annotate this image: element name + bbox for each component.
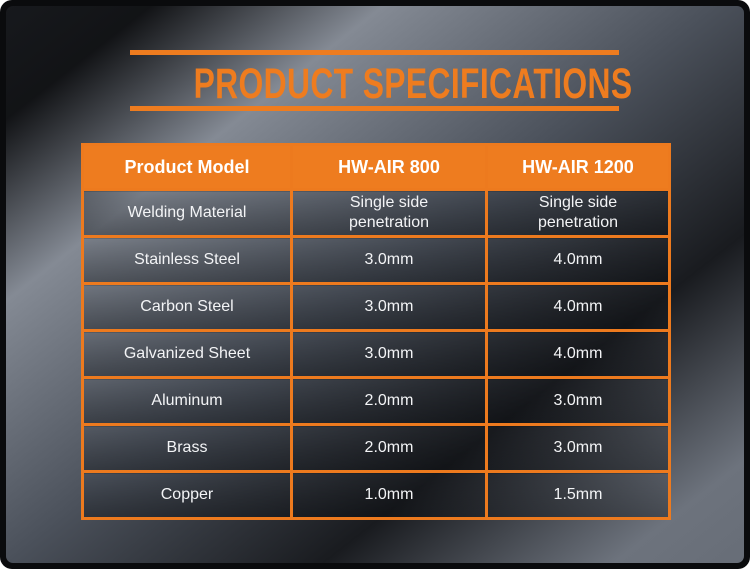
spec-value-cell: Single side penetration	[290, 188, 488, 238]
spec-value-cell: 4.0mm	[485, 282, 671, 332]
spec-value-cell: 3.0mm	[290, 329, 488, 379]
table-row: Welding Material Single side penetration…	[81, 188, 671, 238]
spec-table: Product Model HW-AIR 800 HW-AIR 1200 Wel…	[81, 143, 671, 520]
spec-value-cell: 1.5mm	[485, 470, 671, 520]
spec-value-cell: Single side penetration	[485, 188, 671, 238]
column-header-product-model: Product Model	[81, 143, 293, 191]
row-label-cell: Brass	[81, 423, 293, 473]
table-row: Copper 1.0mm 1.5mm	[81, 470, 671, 520]
spec-value-cell: 4.0mm	[485, 329, 671, 379]
spec-value-cell: 2.0mm	[290, 376, 488, 426]
row-label-cell: Carbon Steel	[81, 282, 293, 332]
table-row: Stainless Steel 3.0mm 4.0mm	[81, 235, 671, 285]
spec-value-cell: 3.0mm	[290, 282, 488, 332]
title-block: PRODUCT SPECIFICATIONS	[130, 50, 633, 111]
spec-value-cell: 4.0mm	[485, 235, 671, 285]
table-row: Carbon Steel 3.0mm 4.0mm	[81, 282, 671, 332]
table-row: Galvanized Sheet 3.0mm 4.0mm	[81, 329, 671, 379]
table-row: Aluminum 2.0mm 3.0mm	[81, 376, 671, 426]
row-label-cell: Aluminum	[81, 376, 293, 426]
row-label-cell: Galvanized Sheet	[81, 329, 293, 379]
spec-value-cell: 1.0mm	[290, 470, 488, 520]
title-rule-bottom	[130, 106, 619, 111]
spec-value-cell: 3.0mm	[290, 235, 488, 285]
row-label-cell: Copper	[81, 470, 293, 520]
spec-value-cell: 3.0mm	[485, 376, 671, 426]
table-header-row: Product Model HW-AIR 800 HW-AIR 1200	[81, 143, 671, 191]
spec-value-cell: 2.0mm	[290, 423, 488, 473]
row-label-cell: Stainless Steel	[81, 235, 293, 285]
spec-value-cell: 3.0mm	[485, 423, 671, 473]
title-rule-top	[130, 50, 619, 55]
column-header-hw-air-800: HW-AIR 800	[290, 143, 488, 191]
row-label-cell: Welding Material	[81, 188, 293, 238]
column-header-hw-air-1200: HW-AIR 1200	[485, 143, 671, 191]
page-title: PRODUCT SPECIFICATIONS	[193, 60, 633, 108]
table-row: Brass 2.0mm 3.0mm	[81, 423, 671, 473]
